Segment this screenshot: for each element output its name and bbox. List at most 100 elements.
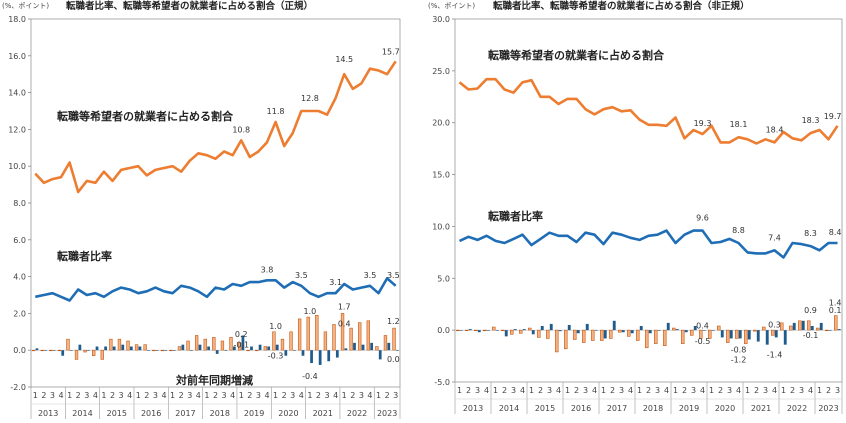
right-bar-ratio-change — [828, 330, 832, 331]
right-quarter-label: 2 — [466, 386, 471, 395]
right-bar-ratio-change — [630, 330, 634, 334]
right-bar-ratio-change — [567, 324, 571, 331]
right-quarter-label: 4 — [556, 386, 561, 395]
left-bar-ratio-change — [172, 350, 176, 351]
left-year-label: 2020 — [278, 409, 298, 418]
left-year-label: 2017 — [175, 409, 195, 418]
left-bar-desire-change — [263, 346, 267, 351]
left-quarter-label: 2 — [350, 391, 355, 400]
right-data-label: 0.9 — [804, 306, 817, 315]
right-bar-ratio-change — [540, 325, 544, 331]
right-bar-desire-change — [600, 329, 604, 341]
right-bar-desire-change — [663, 329, 667, 346]
left-data-label: 3.5 — [295, 271, 308, 280]
right-bar-ratio-change — [648, 330, 652, 334]
left-quarter-label: 3 — [50, 391, 55, 400]
right-bar-ratio-change — [522, 329, 526, 331]
right-bar-ratio-change — [504, 330, 508, 337]
left-quarter-label: 3 — [290, 391, 295, 400]
right-bar-desire-change — [762, 326, 766, 331]
right-bar-desire-change — [798, 320, 802, 331]
right-quarter-label: 3 — [835, 386, 840, 395]
left-bar-desire-change — [280, 338, 285, 351]
left-bar-ratio-change — [112, 346, 116, 351]
right-quarter-label: 2 — [502, 386, 507, 395]
right-bar-desire-change — [744, 329, 748, 344]
right-data-label: 7.4 — [768, 233, 781, 242]
right-data-label: -0.1 — [803, 331, 819, 340]
left-data-label: 3.1 — [329, 278, 342, 287]
right-quarter-label: 4 — [736, 386, 741, 395]
right-bar-desire-change — [627, 329, 631, 337]
left-data-label: 1.2 — [387, 317, 400, 326]
left-bar-desire-change — [66, 338, 70, 351]
right-data-label: 0.3 — [768, 320, 781, 329]
left-bar-ratio-change — [104, 346, 107, 351]
right-quarter-label: 3 — [547, 386, 552, 395]
left-data-label: 10.8 — [232, 125, 250, 134]
right-data-label: 18.3 — [802, 116, 820, 125]
left-bar-desire-change — [392, 327, 396, 351]
right-quarter-label: 4 — [628, 386, 633, 395]
left-data-label: 12.8 — [301, 94, 319, 103]
left-quarter-label: 3 — [393, 391, 398, 400]
right-year-label: 2021 — [751, 404, 771, 413]
right-year-label: 2019 — [679, 404, 699, 413]
left-quarter-label: 1 — [376, 391, 381, 400]
right-bar-desire-change — [726, 329, 730, 343]
left-bar-desire-change — [92, 349, 96, 357]
left-data-label: 1.0 — [304, 307, 317, 316]
left-bar-ratio-change — [353, 342, 356, 351]
left-y-tick-label: 12.0 — [8, 125, 26, 134]
right-quarter-label: 3 — [799, 386, 804, 395]
left-bar-desire-change — [220, 340, 225, 351]
right-quarter-label: 2 — [718, 386, 723, 395]
left-bar-desire-change — [349, 327, 353, 351]
right-data-label: 19.3 — [694, 119, 712, 128]
right-bar-desire-change — [591, 329, 595, 341]
left-bar-desire-change — [315, 314, 319, 351]
left-data-label: 3.5 — [387, 271, 400, 280]
right-unit-label: (%、ポイント) — [428, 2, 475, 10]
left-bar-desire-change — [246, 349, 250, 352]
left-quarter-label: 1 — [170, 391, 175, 400]
left-bar-ratio-change — [232, 346, 236, 351]
left-quarter-label: 2 — [316, 391, 321, 400]
right-data-label: -1.2 — [731, 355, 747, 364]
left-quarter-label: 4 — [264, 391, 269, 400]
left-bar-ratio-change — [190, 350, 193, 351]
right-bar-desire-change — [681, 329, 685, 344]
right-bar-desire-change — [537, 329, 541, 338]
left-y-tick-label: 4.0 — [13, 273, 26, 282]
left-unit-label: (%、ポイント) — [2, 2, 49, 10]
right-year-label: 2018 — [643, 404, 663, 413]
right-year-label: 2023 — [818, 404, 838, 413]
left-bar-desire-change — [332, 324, 336, 351]
left-bar-ratio-change — [121, 344, 125, 351]
right-bar-ratio-change — [495, 330, 499, 331]
left-quarter-label: 4 — [127, 391, 132, 400]
right-year-label: 2014 — [499, 404, 519, 413]
right-quarter-label: 2 — [610, 386, 615, 395]
left-year-label: 2023 — [377, 409, 397, 418]
right-quarter-label: 4 — [484, 386, 489, 395]
right-year-label: 2015 — [535, 404, 555, 413]
left-bar-desire-change — [143, 344, 147, 351]
right-plot-frame — [454, 18, 843, 383]
right-bar-ratio-change — [765, 330, 769, 345]
right-bar-ratio-change — [612, 320, 616, 331]
left-quarter-label: 3 — [325, 391, 330, 400]
left-bar-desire-change — [366, 320, 370, 351]
left-bar-ratio-change — [327, 350, 331, 362]
right-y-tick-label: 0.0 — [437, 326, 450, 335]
left-year-label: 2022 — [347, 409, 367, 418]
right-year-label: 2013 — [463, 404, 483, 413]
right-line-desire — [458, 77, 839, 145]
left-quarter-label: 3 — [84, 391, 89, 400]
right-bar-ratio-change — [729, 330, 733, 339]
left-bar-ratio-change — [78, 344, 82, 351]
right-bar-ratio-change — [468, 329, 472, 331]
left-data-label: 0.2 — [235, 330, 248, 339]
